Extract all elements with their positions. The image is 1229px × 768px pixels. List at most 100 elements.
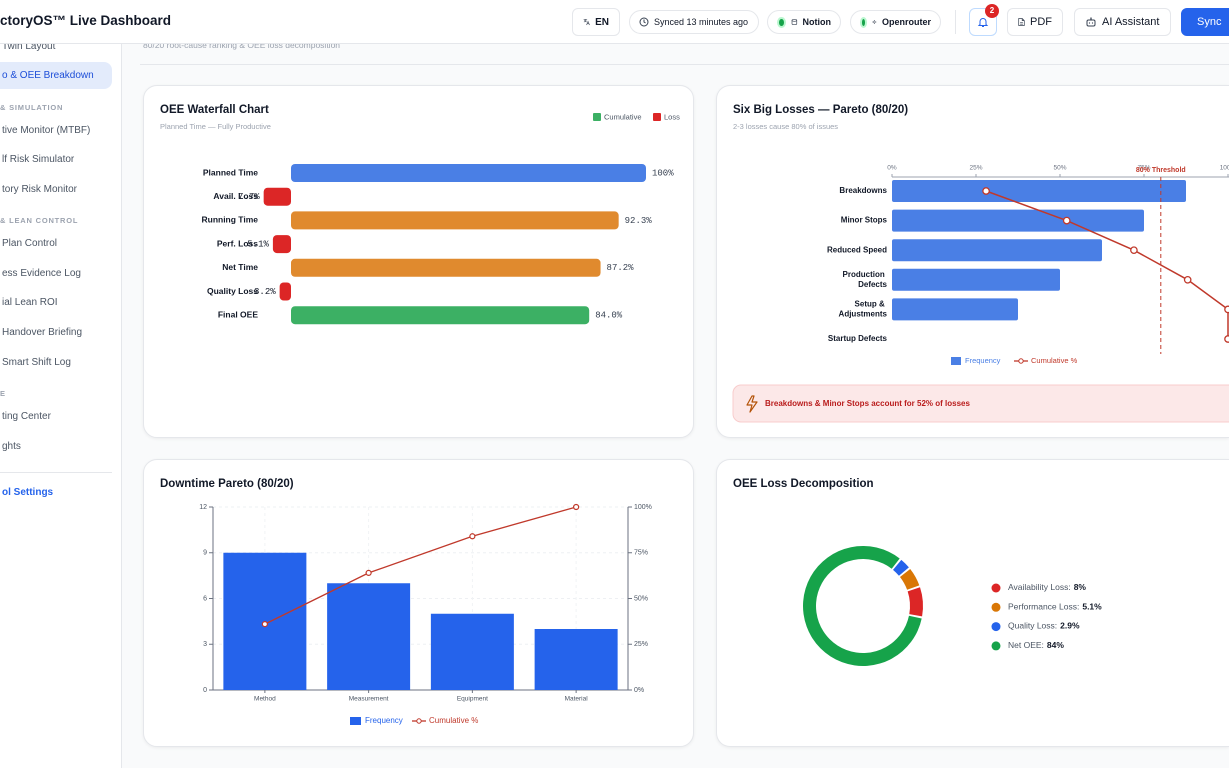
cumulative-point — [469, 533, 476, 540]
status-dot — [777, 16, 786, 28]
category-label: Startup Defects — [828, 334, 888, 343]
bar — [291, 211, 619, 230]
sidebar-item[interactable]: tory Risk Monitor — [2, 184, 78, 195]
sidebar-item[interactable]: ghts — [2, 441, 21, 452]
sync-status: Synced 13 minutes ago — [629, 10, 759, 34]
sidebar-item[interactable]: Handover Briefing — [2, 327, 83, 338]
category-label: Perf. Loss — [217, 238, 258, 248]
language-button[interactable]: EN — [572, 8, 620, 36]
integration-name: Openrouter — [881, 17, 931, 27]
sidebar-item[interactable]: tive Monitor (MTBF) — [2, 125, 91, 136]
value-label: 3.2% — [254, 287, 276, 297]
language-label: EN — [595, 16, 609, 28]
sidebar: Twin Layout o & OEE Breakdown & SIMULATION… — [0, 0, 122, 768]
donut-segment — [907, 587, 923, 617]
database-icon — [791, 18, 797, 26]
bar — [291, 164, 646, 182]
button-label: Sync — [1197, 16, 1222, 28]
legend-label: Frequency — [365, 716, 403, 725]
y2-tick-label: 25% — [634, 641, 648, 648]
button-label: AI Assistant — [1102, 16, 1160, 28]
sidebar-item[interactable]: Twin Layout — [2, 41, 56, 52]
bar — [892, 298, 1018, 321]
x-tick-label: Material — [565, 696, 589, 703]
value-label: 87.2% — [607, 263, 635, 273]
chart-card: Downtime Pareto (80/20) 0 3 6 9 12 0% 25% 50% 75%… — [143, 459, 694, 747]
legend-value: 5.1% — [1082, 602, 1102, 612]
legend-dot — [991, 622, 1001, 632]
legend-entry: Quality Loss: 2.9% — [1008, 621, 1080, 631]
notification-badge: 2 — [985, 4, 999, 18]
bar — [291, 258, 601, 277]
category-label: Avail. Loss — [213, 191, 258, 201]
x-tick-label: 100% — [1220, 165, 1229, 172]
sparkle-icon — [872, 19, 877, 25]
legend-label: Net OEE: — [1008, 640, 1044, 650]
bar — [534, 629, 618, 690]
label-line: Defects — [858, 280, 887, 289]
loss-bar — [263, 187, 291, 206]
legend-entry: Net OEE: 84% — [1008, 640, 1064, 650]
bar — [327, 583, 411, 690]
chart-title: OEE Waterfall Chart — [160, 104, 269, 116]
divider — [140, 64, 1229, 65]
value-label: 92.3% — [625, 216, 653, 226]
sidebar-item[interactable]: o & OEE Breakdown — [0, 62, 112, 89]
integration-pill[interactable]: Notion — [767, 10, 841, 34]
legend-marker — [416, 718, 422, 724]
divider — [0, 472, 112, 473]
sidebar-item[interactable]: ol Settings — [2, 487, 54, 498]
cumulative-point — [573, 503, 580, 511]
insight-box — [732, 384, 1229, 423]
legend-marker — [1018, 358, 1024, 364]
value-label: 100% — [652, 168, 674, 178]
category-label: Setup & Adjustments — [839, 300, 888, 319]
chart: OEE Waterfall Chart Planned Time — Fully … — [160, 104, 680, 325]
category-label: Quality Loss — [207, 286, 258, 296]
sidebar-item[interactable]: lf Risk Simulator — [2, 154, 75, 165]
bar — [892, 268, 1060, 291]
legend-swatch — [951, 357, 961, 365]
sidebar-item[interactable]: Plan Control — [2, 238, 58, 249]
file-icon — [1018, 18, 1025, 26]
legend-label: Loss — [664, 112, 680, 121]
bar — [430, 613, 514, 690]
category-label: Breakdowns — [839, 186, 887, 195]
legend-value: 8% — [1074, 582, 1087, 592]
legend-label: Performance Loss: — [1008, 602, 1079, 612]
pdf-button[interactable]: PDF — [1007, 8, 1063, 36]
cumulative-point — [1224, 335, 1229, 343]
y2-tick-label: 50% — [634, 595, 648, 602]
donut-segment — [899, 568, 920, 590]
chart: OEE Loss Decomposition Availability Loss:… — [733, 478, 1102, 666]
bar — [892, 209, 1144, 232]
page-subtitle: 80/20 root-cause ranking & OEE loss deco… — [143, 40, 341, 50]
chart-title: OEE Loss Decomposition — [733, 478, 874, 490]
bell-icon — [977, 18, 989, 27]
x-tick-label: 25% — [969, 165, 982, 172]
legend-label: Cumulative % — [1031, 356, 1078, 365]
sidebar-section: & LEAN CONTROL — [0, 216, 79, 225]
sidebar-item[interactable]: Smart Shift Log — [2, 357, 71, 368]
legend-swatch — [653, 113, 661, 121]
bar — [291, 306, 590, 325]
chart-title: Downtime Pareto (80/20) — [160, 478, 294, 490]
sidebar-item[interactable]: ess Evidence Log — [2, 268, 81, 279]
x-tick-label: 75% — [1137, 165, 1150, 172]
y-tick-label: 3 — [203, 641, 207, 648]
sync-status-text: Synced 13 minutes ago — [654, 17, 749, 27]
sidebar-item[interactable]: ial Lean ROI — [2, 297, 58, 308]
bot-icon — [1086, 17, 1096, 27]
sidebar-item[interactable]: ting Center — [2, 411, 51, 422]
sync-button[interactable]: Sync — [1181, 8, 1229, 36]
cumulative-point — [1224, 305, 1229, 314]
x-tick-label: 50% — [1053, 165, 1066, 172]
ai-assistant-button[interactable]: AI Assistant — [1074, 8, 1171, 36]
sidebar-section: & SIMULATION — [0, 103, 64, 112]
y-tick-label: 12 — [199, 504, 207, 511]
legend-label: Frequency — [965, 356, 1001, 365]
cumulative-point — [982, 187, 990, 195]
loss-bar — [279, 282, 291, 301]
integration-pill[interactable]: Openrouter — [850, 10, 941, 34]
